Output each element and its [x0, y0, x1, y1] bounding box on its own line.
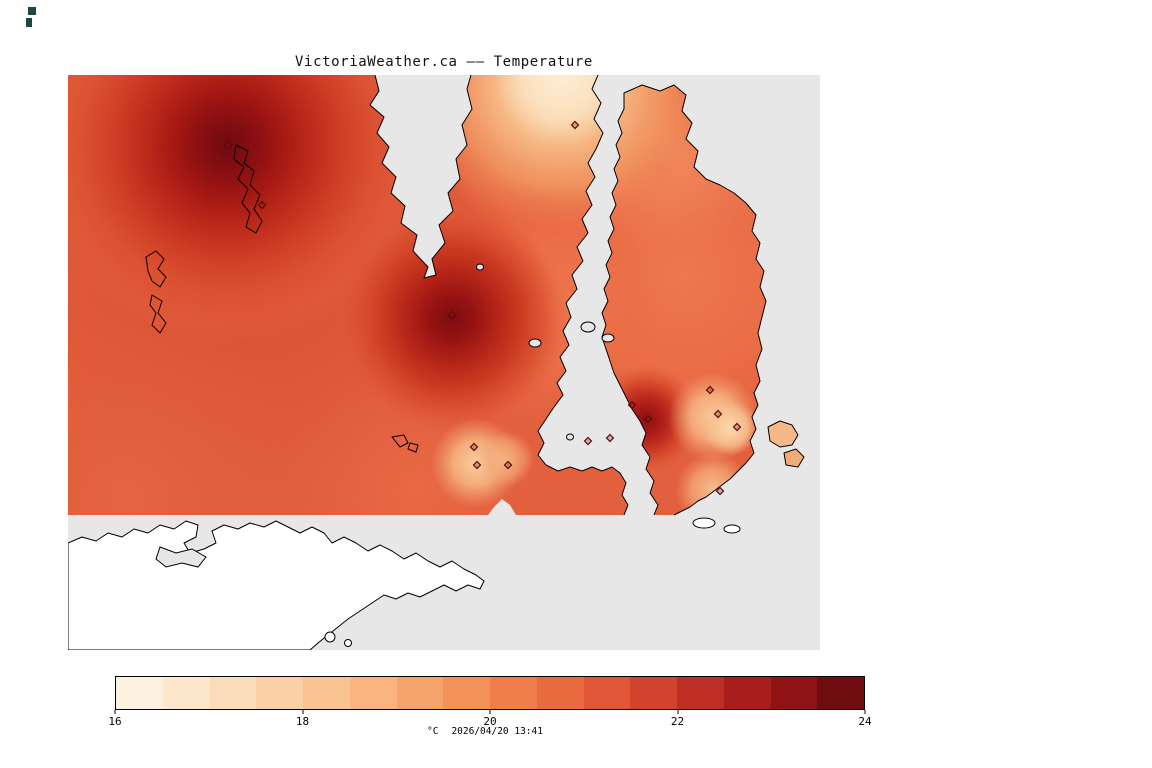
colorbar-segment: [536, 677, 584, 709]
colorbar-segment: [209, 677, 257, 709]
station-marker: [605, 433, 615, 443]
colorbar-tick-label: 24: [858, 715, 872, 728]
station-marker: [472, 460, 482, 470]
coastline-islet: [783, 448, 805, 468]
station-marker: [570, 120, 580, 130]
temperature-map: [67, 74, 820, 651]
colorbar-tick: [677, 710, 678, 714]
colorbar-tick-label: 20: [483, 715, 497, 728]
colorbar-segment: [630, 677, 677, 709]
colorbar-segment: [396, 677, 444, 709]
station-marker: [705, 385, 715, 395]
colorbar-tick: [114, 710, 116, 714]
station-markers: [223, 120, 742, 496]
colorbar-segment: [583, 677, 631, 709]
colorbar-segment: [490, 677, 537, 709]
timestamp: 2026/04/20 13:41: [451, 726, 543, 737]
map-svg: [67, 74, 820, 651]
colorbar-labels: 16 18 20 22 24: [108, 715, 871, 729]
colorbar-ticks: [114, 710, 866, 715]
islet: [566, 433, 574, 441]
coastline-peninsula: [537, 74, 629, 516]
station-marker: [643, 414, 653, 424]
station-marker: [583, 436, 593, 446]
lake-outline: [233, 144, 263, 234]
coastline-islet: [767, 420, 799, 448]
colorbar-tick-label: 22: [670, 715, 685, 728]
lake-outline: [407, 442, 419, 453]
islet: [476, 263, 484, 271]
coastline-island: [601, 84, 767, 516]
white-islet: [723, 524, 741, 534]
lake-outline: [391, 434, 409, 448]
colorbar-segment: [770, 677, 818, 709]
station-marker: [223, 140, 233, 150]
colorbar-segment: [677, 677, 724, 709]
colorbar-segment: [349, 677, 397, 709]
white-islet: [324, 631, 336, 643]
islet: [580, 321, 596, 333]
station-marker: [715, 486, 725, 496]
colorbar-tick: [489, 710, 491, 714]
colorbar-tick: [864, 710, 866, 714]
lagoon: [155, 546, 207, 568]
page-title: VictoriaWeather.ca —— Temperature: [295, 54, 593, 70]
station-marker: [469, 442, 479, 452]
station-marker: [503, 460, 513, 470]
colorbar-tick-label: 18: [295, 715, 310, 728]
station-marker: [713, 409, 723, 419]
coastline-inlet: [369, 74, 473, 279]
colorbar-segment: [303, 677, 350, 709]
corner-artifact: [28, 7, 36, 15]
colorbar-tick-label: 16: [108, 715, 122, 728]
lake-outline: [149, 294, 167, 334]
lake-outline: [145, 250, 167, 288]
colorbar-tick: [302, 710, 303, 714]
units-label: °C: [427, 726, 439, 737]
colorbar-segment: [116, 677, 163, 709]
station-marker: [627, 400, 637, 410]
white-islet: [692, 517, 716, 529]
islet: [601, 333, 615, 343]
station-marker: [732, 422, 742, 432]
station-marker: [447, 310, 457, 320]
corner-artifact: [26, 18, 32, 27]
colorbar-caption: °C 2026/04/20 13:41: [427, 726, 543, 737]
colorbar: [115, 676, 865, 710]
colorbar-segment: [256, 677, 303, 709]
white-islet: [344, 639, 352, 647]
islet: [528, 338, 542, 348]
station-marker: [257, 200, 267, 210]
colorbar-segment: [162, 677, 210, 709]
colorbar-segment: [443, 677, 490, 709]
colorbar-segment: [723, 677, 771, 709]
colorbar-segment: [817, 677, 864, 709]
